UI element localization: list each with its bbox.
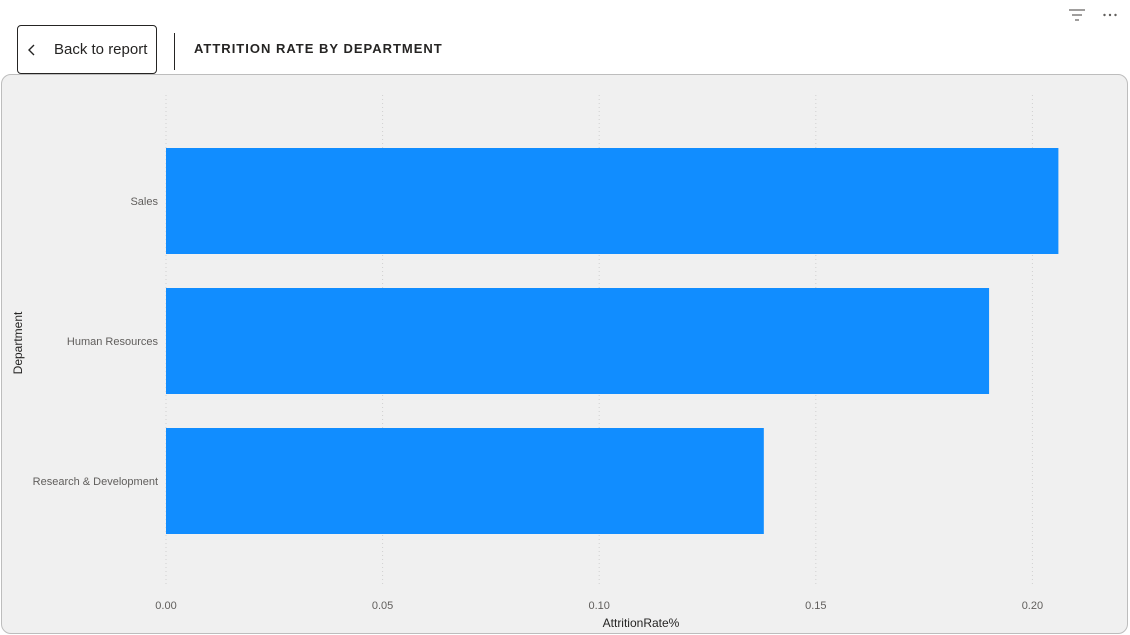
bar-chart: Sales Human Resources Research & Developme… bbox=[11, 95, 1059, 630]
bar[interactable] bbox=[166, 148, 1059, 254]
x-tick-label: 0.00 bbox=[155, 600, 176, 612]
x-tick-label: 0.10 bbox=[588, 600, 609, 612]
bar[interactable] bbox=[166, 288, 990, 394]
category-label: Research & Development bbox=[33, 476, 158, 488]
header-divider bbox=[174, 33, 175, 70]
x-tick-label: 0.20 bbox=[1022, 600, 1043, 612]
more-options-icon[interactable] bbox=[1102, 4, 1118, 24]
x-tick-label: 0.05 bbox=[372, 600, 393, 612]
chevron-left-icon bbox=[28, 44, 35, 55]
chart-panel: Sales Human Resources Research & Developme… bbox=[1, 74, 1128, 634]
x-tick-label: 0.15 bbox=[805, 600, 826, 612]
x-axis-title: AttritionRate% bbox=[603, 616, 680, 630]
toolbar-icons bbox=[1068, 4, 1118, 24]
y-axis-title: Department bbox=[11, 311, 25, 374]
back-button-label: Back to report bbox=[54, 41, 148, 58]
visual-title: ATTRITION RATE BY DEPARTMENT bbox=[194, 41, 443, 56]
back-to-report-button[interactable]: Back to report bbox=[17, 25, 157, 74]
category-label: Human Resources bbox=[67, 336, 159, 348]
filter-icon[interactable] bbox=[1068, 4, 1086, 24]
bar[interactable] bbox=[166, 428, 764, 534]
category-label: Sales bbox=[130, 196, 158, 208]
